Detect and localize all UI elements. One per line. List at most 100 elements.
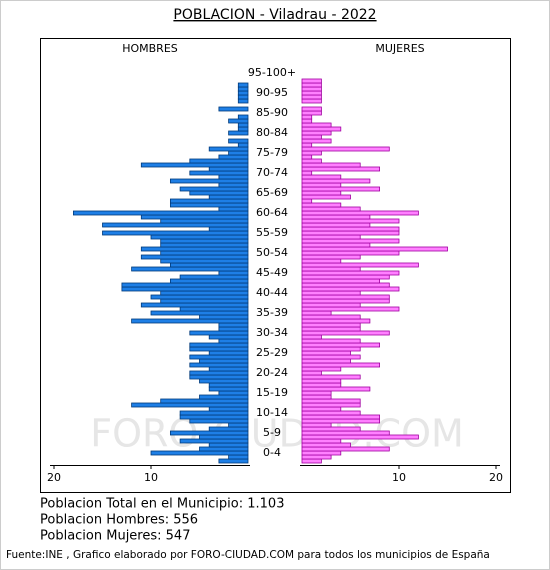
- age-group-label: 10-14: [256, 406, 288, 419]
- female-bar: [301, 142, 313, 148]
- female-bar: [301, 342, 380, 348]
- male-bar: [208, 382, 249, 388]
- female-bar: [301, 242, 371, 248]
- female-bar: [301, 90, 322, 96]
- female-bar: [301, 434, 419, 440]
- male-bar: [237, 86, 249, 92]
- female-bar: [301, 82, 322, 88]
- male-bar: [208, 146, 249, 152]
- male-bar: [102, 230, 249, 236]
- female-bar: [301, 402, 361, 408]
- female-bar: [301, 290, 361, 296]
- male-bar: [160, 258, 249, 264]
- male-bar: [208, 366, 249, 372]
- footer: Fuente:INE , Grafico elaborado por FORO-…: [6, 549, 490, 561]
- male-bar: [237, 94, 249, 100]
- female-bar: [301, 318, 371, 324]
- female-bar: [301, 278, 380, 284]
- female-bar: [301, 458, 322, 464]
- male-bar: [199, 358, 249, 364]
- female-bar: [301, 322, 361, 328]
- age-group-label: 50-54: [256, 246, 288, 259]
- female-bar: [301, 286, 400, 292]
- x-tick-label: 20: [47, 471, 61, 484]
- female-bar: [301, 250, 400, 256]
- female-bar: [301, 406, 342, 412]
- female-bar: [301, 414, 380, 420]
- female-bar: [301, 94, 322, 100]
- female-bar: [301, 378, 342, 384]
- female-bar: [301, 338, 361, 344]
- female-bar: [301, 258, 342, 264]
- female-bar: [301, 446, 390, 452]
- female-bar: [301, 138, 332, 144]
- male-bar: [228, 138, 249, 144]
- female-bar: [301, 246, 448, 252]
- male-bar: [189, 374, 249, 380]
- male-bar: [179, 274, 249, 280]
- female-bar: [301, 382, 342, 388]
- age-group-label: 45-49: [256, 266, 288, 279]
- male-bar: [131, 266, 249, 272]
- male-bar: [228, 422, 249, 428]
- female-bar: [301, 314, 361, 320]
- female-bar: [301, 106, 322, 112]
- male-bar: [150, 234, 249, 240]
- male-bar: [208, 442, 249, 448]
- female-bar: [301, 214, 371, 220]
- male-bar: [208, 226, 249, 232]
- male-bar: [218, 270, 249, 276]
- female-bar: [301, 398, 361, 404]
- male-bar: [237, 122, 249, 128]
- female-bar: [301, 174, 342, 180]
- male-bar: [189, 362, 249, 368]
- female-bar: [301, 430, 390, 436]
- male-bar: [228, 454, 249, 460]
- male-bar: [160, 242, 249, 248]
- age-group-label: 55-59: [256, 226, 288, 239]
- male-bar: [179, 414, 249, 420]
- female-bar: [301, 346, 361, 352]
- female-bar: [301, 454, 332, 460]
- male-bar: [199, 394, 249, 400]
- female-bar: [301, 254, 361, 260]
- male-bar: [179, 410, 249, 416]
- male-bar: [218, 174, 249, 180]
- female-bar: [301, 154, 313, 160]
- female-bar: [301, 150, 322, 156]
- right-label: MUJERES: [375, 42, 424, 55]
- female-bar: [301, 118, 313, 124]
- female-bar: [301, 202, 342, 208]
- male-bar: [179, 306, 249, 312]
- male-bar: [218, 322, 249, 328]
- female-bar: [301, 134, 322, 140]
- male-bar: [73, 210, 249, 216]
- male-bar: [208, 350, 249, 356]
- left-label: HOMBRES: [122, 42, 178, 55]
- male-bar: [189, 170, 249, 176]
- male-bar: [169, 178, 249, 184]
- female-bar: [301, 266, 361, 272]
- age-group-label: 85-90: [256, 106, 288, 119]
- female-bar: [301, 442, 351, 448]
- female-bar: [301, 170, 313, 176]
- male-bar: [169, 278, 249, 284]
- male-bar: [228, 130, 249, 136]
- female-bar: [301, 218, 400, 224]
- stat-men: Poblacion Hombres: 556: [40, 513, 198, 528]
- male-bar: [160, 290, 249, 296]
- female-bar: [301, 274, 390, 280]
- male-bar: [199, 314, 249, 320]
- female-bar: [301, 234, 361, 240]
- age-group-label: 60-64: [256, 206, 288, 219]
- age-group-label: 75-79: [256, 146, 288, 159]
- female-bar: [301, 130, 332, 136]
- age-group-label: 30-34: [256, 326, 288, 339]
- female-bar: [301, 394, 332, 400]
- male-bar: [179, 186, 249, 192]
- female-bar: [301, 114, 313, 120]
- male-bar: [208, 166, 249, 172]
- female-bar: [301, 294, 390, 300]
- female-bar: [301, 222, 371, 228]
